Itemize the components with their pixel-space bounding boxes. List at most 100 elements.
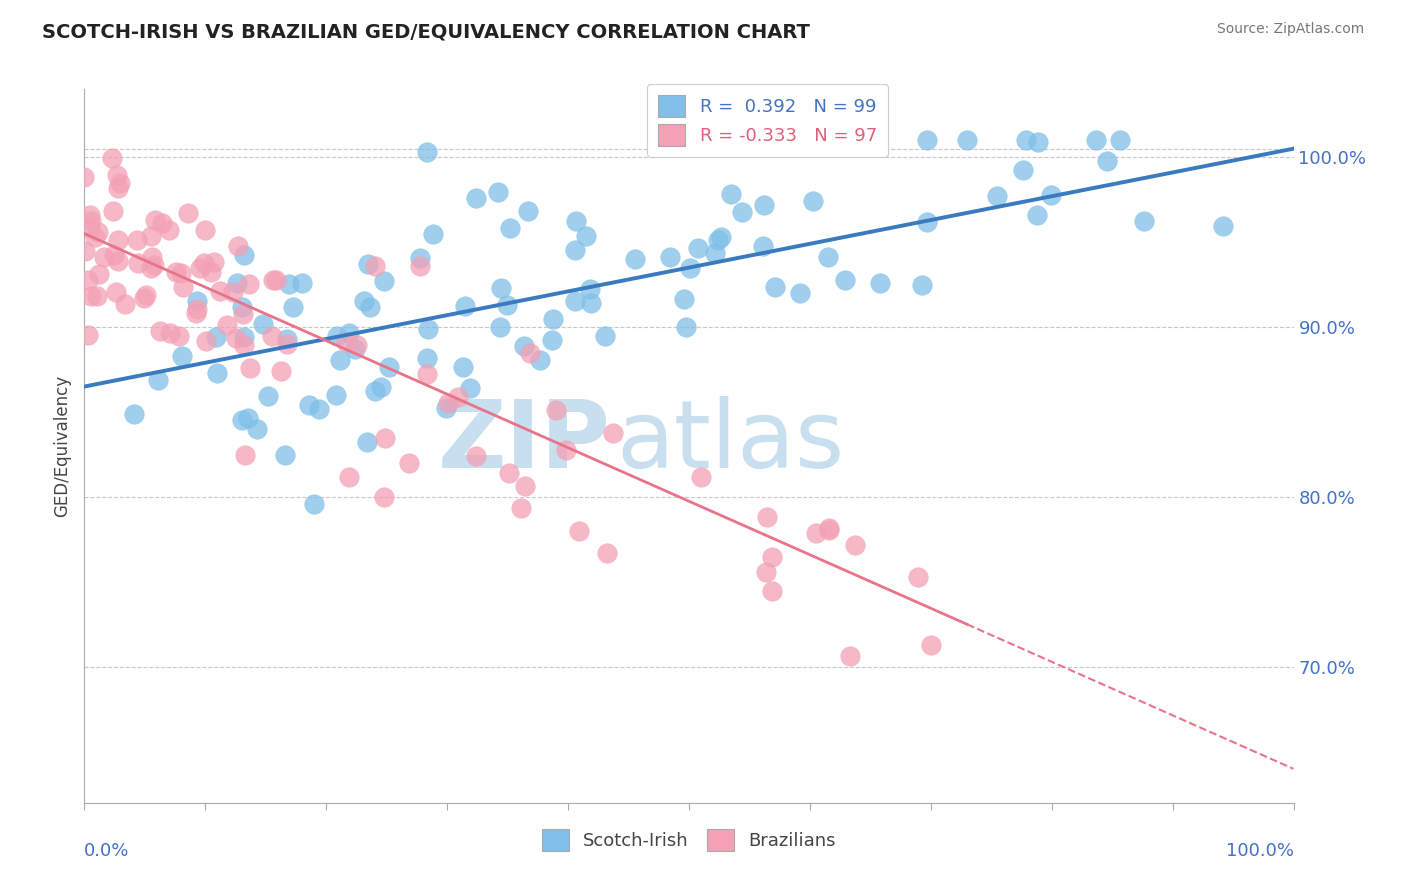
Point <box>672 293 695 307</box>
Point <box>416 322 439 336</box>
Point <box>231 413 253 427</box>
Point <box>454 299 477 313</box>
Point <box>408 252 430 266</box>
Point <box>103 248 125 262</box>
Point <box>177 206 200 220</box>
Point <box>329 353 352 368</box>
Point <box>486 186 509 200</box>
Point <box>447 390 470 404</box>
Text: Source: ZipAtlas.com: Source: ZipAtlas.com <box>1216 22 1364 37</box>
Point <box>434 401 457 416</box>
Point <box>167 328 190 343</box>
Point <box>266 273 288 287</box>
Point <box>565 214 588 228</box>
Point <box>710 229 733 244</box>
Point <box>436 396 458 410</box>
Point <box>416 351 439 365</box>
Point <box>364 384 387 398</box>
Point <box>690 469 713 483</box>
Point <box>257 389 280 403</box>
Point <box>568 524 591 538</box>
Text: SCOTCH-IRISH VS BRAZILIAN GED/EQUIVALENCY CORRELATION CHART: SCOTCH-IRISH VS BRAZILIAN GED/EQUIVALENC… <box>42 22 810 41</box>
Point <box>141 250 163 264</box>
Point <box>720 186 742 201</box>
Point <box>1085 133 1108 147</box>
Point <box>1039 187 1062 202</box>
Point <box>172 349 194 363</box>
Point <box>1026 209 1049 223</box>
Point <box>907 570 929 584</box>
Point <box>422 227 444 241</box>
Point <box>956 133 979 147</box>
Point <box>252 317 274 331</box>
Point <box>217 318 239 333</box>
Point <box>222 285 245 300</box>
Point <box>763 279 786 293</box>
Point <box>107 254 129 268</box>
Point <box>409 259 432 273</box>
Point <box>184 306 207 320</box>
Point <box>817 521 839 535</box>
Point <box>1015 133 1038 147</box>
Point <box>304 497 326 511</box>
Point <box>139 228 162 243</box>
Point <box>79 221 101 235</box>
Point <box>541 312 564 326</box>
Point <box>143 258 166 272</box>
Point <box>87 225 110 239</box>
Point <box>291 277 314 291</box>
Point <box>232 308 254 322</box>
Point <box>105 168 128 182</box>
Point <box>186 302 208 317</box>
Point <box>114 297 136 311</box>
Point <box>194 222 217 236</box>
Point <box>107 181 129 195</box>
Point <box>817 523 839 537</box>
Point <box>149 324 172 338</box>
Point <box>834 273 856 287</box>
Point <box>499 221 522 235</box>
Point <box>262 329 284 343</box>
Point <box>122 408 145 422</box>
Point <box>157 223 180 237</box>
Text: atlas: atlas <box>616 396 845 489</box>
Point <box>920 638 942 652</box>
Point <box>378 359 401 374</box>
Point <box>146 373 169 387</box>
Point <box>844 538 866 552</box>
Point <box>233 448 256 462</box>
Point <box>704 246 727 260</box>
Point <box>488 319 510 334</box>
Point <box>801 194 824 209</box>
Point <box>554 443 576 458</box>
Point <box>496 298 519 312</box>
Point <box>132 292 155 306</box>
Point <box>77 273 100 287</box>
Point <box>232 329 254 343</box>
Point <box>752 238 775 252</box>
Point <box>143 212 166 227</box>
Point <box>79 289 101 303</box>
Point <box>464 450 486 464</box>
Point <box>76 327 98 342</box>
Point <box>761 549 783 564</box>
Point <box>194 334 217 349</box>
Point <box>232 338 254 352</box>
Point <box>335 334 357 349</box>
Point <box>789 286 811 301</box>
Point <box>239 361 262 376</box>
Point <box>862 133 884 147</box>
Point <box>1026 135 1049 149</box>
Point <box>226 238 249 252</box>
Point <box>135 288 157 302</box>
Point <box>105 285 128 299</box>
Point <box>93 250 115 264</box>
Point <box>281 301 304 315</box>
Point <box>270 364 292 378</box>
Text: 0.0%: 0.0% <box>84 842 129 860</box>
Point <box>193 256 215 270</box>
Point <box>326 329 349 343</box>
Point <box>688 241 710 255</box>
Point <box>364 260 387 274</box>
Point <box>658 251 681 265</box>
